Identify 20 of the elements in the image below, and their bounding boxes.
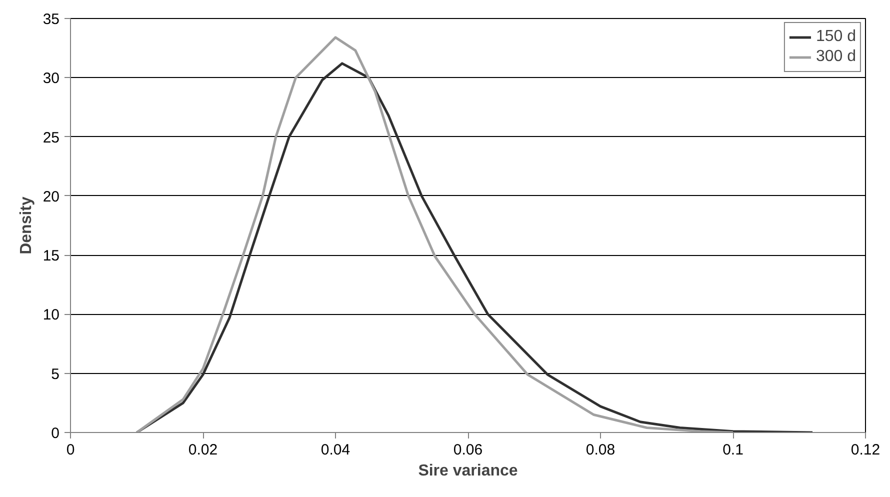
x-tick-label: 0.04	[320, 442, 350, 458]
y-tick-label: 0	[51, 425, 60, 442]
x-tick-label: 0.1	[722, 442, 744, 458]
y-tick-label: 20	[42, 188, 60, 206]
y-axis-title: Density	[18, 196, 35, 254]
y-tick-label: 30	[42, 70, 60, 88]
line-series	[136, 36, 734, 432]
x-axis-title: Sire variance	[418, 462, 518, 480]
legend-label: 150 d	[816, 28, 856, 46]
x-tick-label: 0	[66, 442, 75, 458]
x-tick-label: 0.06	[453, 442, 483, 458]
x-tick-label: 0.12	[850, 442, 880, 458]
y-tick-label: 35	[42, 11, 60, 28]
y-tick-label: 15	[42, 248, 60, 265]
x-tick-label: 0.08	[586, 442, 616, 458]
y-tick-label: 10	[42, 306, 60, 324]
y-tick-label: 5	[51, 366, 60, 383]
y-tick-label: 25	[42, 129, 60, 146]
legend-label: 300 d	[816, 48, 856, 66]
x-tick-label: 0.02	[188, 442, 218, 458]
